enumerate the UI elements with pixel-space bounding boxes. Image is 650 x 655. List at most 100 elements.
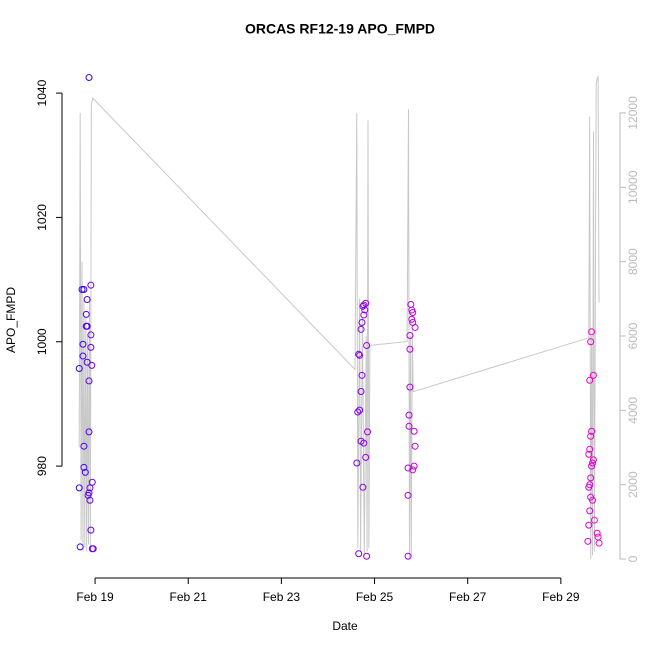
point [589, 456, 597, 464]
point [584, 537, 592, 545]
point [82, 310, 90, 318]
y-tick-label: 1040 [35, 79, 49, 106]
point [86, 496, 94, 504]
point [75, 364, 83, 372]
point [408, 315, 416, 323]
y2-tick-label: 0 [626, 555, 640, 562]
chart-title: ORCAS RF12-19 APO_FMPD [245, 21, 435, 37]
point [85, 489, 93, 497]
x-tick-label: Feb 21 [170, 590, 208, 604]
point [404, 552, 412, 560]
y2-tick-label: 6000 [626, 322, 640, 349]
point [85, 428, 93, 436]
point [356, 406, 364, 414]
point [588, 462, 596, 470]
y2-tick-label: 4000 [626, 397, 640, 424]
point [406, 383, 414, 391]
point [405, 422, 413, 430]
y2-tick-label: 10000 [626, 170, 640, 204]
point [358, 318, 366, 326]
point [81, 468, 89, 476]
point [363, 341, 371, 349]
point [586, 376, 594, 384]
point [406, 332, 414, 340]
point [87, 281, 95, 289]
point [354, 408, 362, 416]
point [357, 387, 365, 395]
point [589, 496, 597, 504]
point [406, 345, 414, 353]
x-axis-label: Date [332, 619, 358, 633]
point [405, 411, 413, 419]
point [86, 484, 94, 492]
point [585, 450, 593, 458]
x-tick-label: Feb 19 [76, 590, 114, 604]
point [353, 459, 361, 467]
point [87, 331, 95, 339]
point [409, 309, 417, 317]
point [85, 74, 93, 82]
point [362, 453, 370, 461]
point [587, 432, 595, 440]
point [361, 306, 369, 314]
point [363, 552, 371, 560]
point [362, 299, 370, 307]
x-tick-label: Feb 23 [263, 590, 301, 604]
point [87, 526, 95, 534]
point [357, 325, 365, 333]
x-tick-label: Feb 29 [542, 590, 580, 604]
point [85, 377, 93, 385]
point [80, 286, 88, 294]
point [83, 295, 91, 303]
point [587, 338, 595, 346]
point [589, 459, 597, 467]
point [586, 507, 594, 515]
point [83, 322, 91, 330]
point [404, 491, 412, 499]
y-tick-label: 980 [35, 456, 49, 476]
point [588, 328, 596, 336]
point [588, 427, 596, 435]
x-tick-label: Feb 25 [356, 590, 394, 604]
point [355, 350, 363, 358]
y2-tick-label: 12000 [626, 96, 640, 130]
point [89, 545, 97, 553]
point [358, 371, 366, 379]
point [411, 442, 419, 450]
y-axis-label: APO_FMPD [4, 287, 18, 353]
point [76, 543, 84, 551]
point [595, 539, 603, 547]
point [587, 474, 595, 482]
point [79, 352, 87, 360]
point [83, 358, 91, 366]
point [360, 439, 368, 447]
point [78, 286, 86, 294]
point [590, 516, 598, 524]
point [80, 463, 88, 471]
point [404, 464, 412, 472]
point [586, 481, 594, 489]
point [411, 323, 419, 331]
point [355, 550, 363, 558]
y-tick-label: 1020 [35, 204, 49, 231]
y2-tick-label: 8000 [626, 248, 640, 275]
point [88, 361, 96, 369]
point [409, 466, 417, 474]
point [593, 529, 601, 537]
y-tick-label: 1000 [35, 328, 49, 355]
point [586, 445, 594, 453]
point [410, 427, 418, 435]
point [87, 343, 95, 351]
point [360, 301, 368, 309]
point [360, 311, 368, 319]
point [356, 351, 364, 359]
point [75, 484, 83, 492]
point [79, 340, 87, 348]
point [364, 428, 372, 436]
point [410, 462, 418, 470]
point [585, 521, 593, 529]
point [80, 442, 88, 450]
x-tick-label: Feb 27 [449, 590, 487, 604]
